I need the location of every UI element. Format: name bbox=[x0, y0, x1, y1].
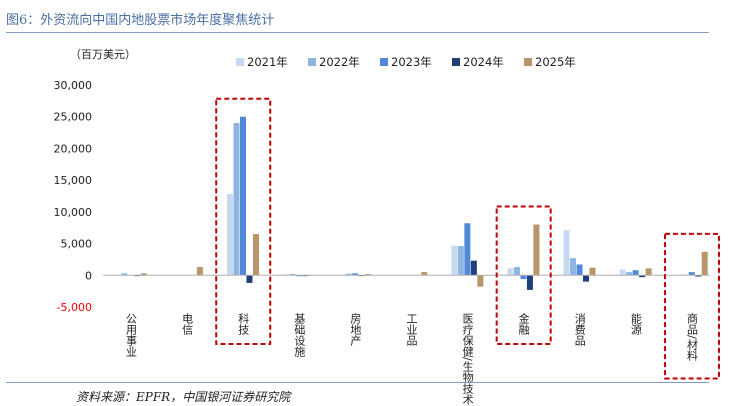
category-label: 商品/材料 bbox=[685, 312, 698, 362]
y-tick-label: -5,000 bbox=[57, 301, 92, 314]
y-tick-label: 10,000 bbox=[54, 206, 93, 219]
legend-label: 2024年 bbox=[463, 55, 504, 69]
bar-4-9 bbox=[645, 268, 652, 276]
y-tick-label: 15,000 bbox=[54, 174, 93, 187]
y-axis-ticks: -5,000 0 5,000 10,000 15,000 20,000 25,000 30,0… bbox=[54, 79, 93, 314]
category-label: 房地产 bbox=[349, 313, 362, 347]
bar-2-8 bbox=[576, 264, 583, 276]
category-label: 基础设施 bbox=[293, 313, 306, 358]
category-label: 电信 bbox=[181, 313, 194, 336]
bar-4-7 bbox=[533, 224, 540, 276]
bar-1-9 bbox=[626, 272, 633, 276]
bar-1-3 bbox=[289, 274, 296, 276]
category-label: 能源 bbox=[629, 312, 642, 336]
bar-0-8 bbox=[563, 230, 570, 276]
highlight-boxes bbox=[215, 97, 720, 380]
highlight-box bbox=[215, 97, 272, 346]
bar-3-6 bbox=[470, 260, 477, 276]
legend-swatch bbox=[308, 58, 316, 66]
category-label: 工业品 bbox=[405, 313, 418, 346]
bar-0-7 bbox=[507, 268, 514, 276]
legend-label: 2021年 bbox=[247, 55, 288, 69]
legend-swatch bbox=[452, 58, 460, 66]
legend-swatch bbox=[380, 58, 388, 66]
category-label: 公用事业 bbox=[125, 313, 138, 357]
legend-swatch bbox=[524, 58, 532, 66]
bar-series bbox=[114, 116, 708, 290]
highlight-box bbox=[495, 205, 552, 345]
source-rule bbox=[6, 382, 709, 383]
bar-4-10 bbox=[701, 251, 708, 276]
legend-label: 2023年 bbox=[391, 55, 432, 69]
source-note: 资料来源：EPFR，中国银河证券研究院 bbox=[76, 390, 291, 404]
legend-swatch bbox=[236, 58, 244, 66]
bar-0-6 bbox=[451, 245, 458, 276]
bar-4-6 bbox=[477, 275, 484, 287]
bar-4-5 bbox=[421, 272, 428, 276]
bar-2-10 bbox=[688, 272, 695, 276]
category-label: 科技 bbox=[237, 312, 250, 336]
figure-title: 图6：外资流向中国内地股票市场年度聚焦统计 bbox=[6, 13, 275, 28]
bar-3-9 bbox=[639, 275, 646, 278]
category-label: 消费品 bbox=[573, 312, 586, 346]
chart-legend: 2021年 2022年 2023年 2024年 2025年 bbox=[236, 55, 576, 69]
bar-1-7 bbox=[513, 267, 520, 276]
legend-label: 2025年 bbox=[535, 55, 576, 69]
bar-3-2 bbox=[246, 275, 253, 283]
bar-4-8 bbox=[589, 267, 596, 276]
bar-1-8 bbox=[570, 258, 577, 276]
y-tick-label: 25,000 bbox=[54, 111, 93, 124]
bar-0-2 bbox=[226, 194, 233, 276]
y-tick-label: 30,000 bbox=[54, 79, 93, 92]
y-unit-label: （百万美元） bbox=[70, 48, 136, 61]
bar-4-0 bbox=[140, 273, 147, 276]
bar-3-7 bbox=[526, 275, 533, 290]
bar-0-9 bbox=[619, 269, 626, 276]
bar-3-8 bbox=[583, 275, 590, 282]
bar-2-6 bbox=[464, 223, 471, 276]
bar-2-4 bbox=[352, 273, 359, 276]
bar-1-2 bbox=[233, 123, 240, 276]
bar-2-9 bbox=[632, 270, 639, 276]
category-label: 医疗保健/生物技术 bbox=[461, 313, 474, 405]
bar-4-2 bbox=[252, 234, 259, 276]
y-tick-label: 5,000 bbox=[61, 238, 93, 251]
highlight-box bbox=[663, 232, 720, 380]
legend-label: 2022年 bbox=[319, 55, 360, 69]
y-tick-label: 0 bbox=[85, 269, 92, 282]
bar-2-2 bbox=[239, 116, 246, 276]
bar-1-4 bbox=[345, 273, 352, 276]
bar-2-7 bbox=[520, 275, 527, 280]
bar-1-0 bbox=[121, 273, 128, 276]
bar-1-6 bbox=[457, 246, 464, 276]
bar-3-10 bbox=[695, 275, 702, 277]
category-labels: 公用事业 电信 科技 基础设施 房地产 工业品 医疗保健/生物技术 金融 消费品 能源 商品/材料 bbox=[125, 312, 699, 406]
category-label: 金融 bbox=[517, 312, 530, 336]
bar-4-1 bbox=[196, 267, 203, 276]
y-tick-label: 20,000 bbox=[54, 142, 93, 155]
title-rule bbox=[6, 32, 709, 33]
bar-4-4 bbox=[365, 274, 372, 276]
